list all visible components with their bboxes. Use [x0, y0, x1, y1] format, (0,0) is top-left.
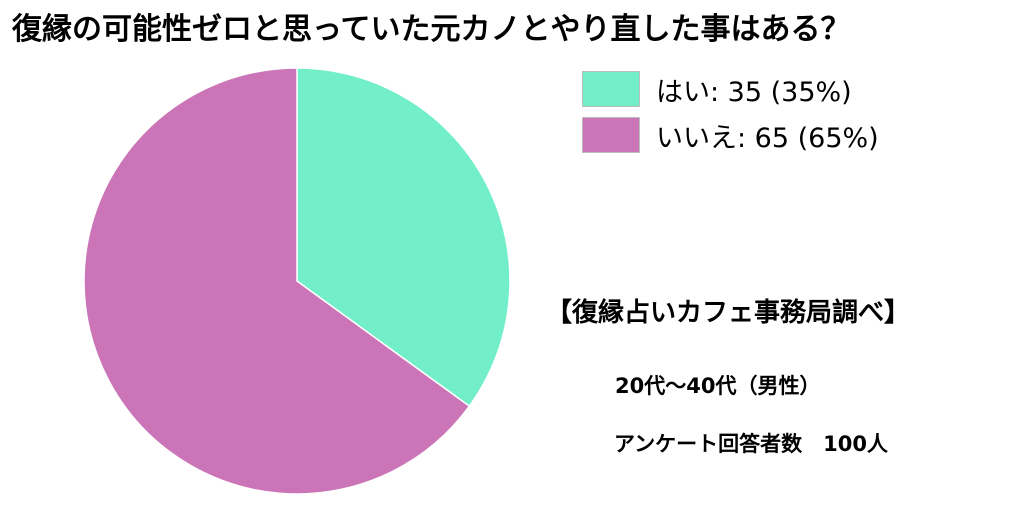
legend-item-yes: はい: 35 (35%) — [582, 68, 879, 110]
legend-label-no: いいえ: 65 (65%) — [656, 122, 879, 154]
pie-slice-no — [83, 67, 471, 495]
legend-swatch-yes — [582, 71, 640, 107]
legend-label-yes: はい: 35 (35%) — [656, 76, 852, 108]
demographic-note: 20代〜40代（男性） — [615, 374, 821, 398]
source-note: 【復縁占いカフェ事務局調べ】 — [546, 298, 911, 328]
legend-swatch-no — [582, 117, 640, 153]
legend: はい: 35 (35%) いいえ: 65 (65%) — [582, 68, 879, 160]
pie-slice-yes — [296, 67, 511, 408]
respondent-count: アンケート回答者数 100人 — [614, 432, 888, 456]
legend-item-no: いいえ: 65 (65%) — [582, 114, 879, 156]
chart-title: 復縁の可能性ゼロと思っていた元カノとやり直した事はある？ — [12, 12, 851, 47]
